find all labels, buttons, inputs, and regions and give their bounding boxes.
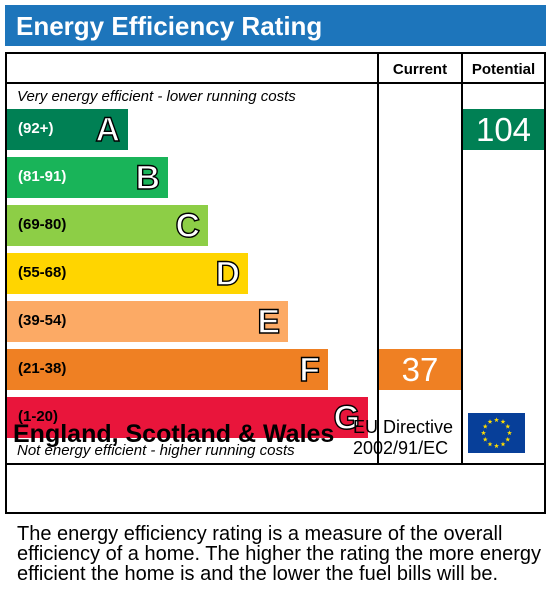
eu-star-icon — [494, 417, 499, 423]
directive-line-1: EU Directive — [353, 417, 454, 437]
eu-star-icon — [505, 423, 511, 429]
eu-star-icon — [482, 423, 488, 429]
region-label: England, Scotland & Wales — [13, 420, 335, 448]
eu-star-icon — [482, 436, 488, 442]
band-letter: E — [257, 302, 281, 341]
band-letter: G — [333, 398, 361, 437]
band-f: (21-38) F — [7, 349, 328, 390]
divider-current — [377, 54, 379, 463]
band-e: (39-54) E — [7, 301, 288, 342]
description-text: The energy efficiency rating is a measur… — [17, 523, 542, 585]
eu-star-icon — [500, 419, 506, 424]
band-c: (69-80) C — [7, 205, 208, 246]
page-title: Energy Efficiency Rating — [16, 11, 323, 41]
footer-divider — [7, 463, 544, 465]
eu-star-icon — [500, 441, 506, 447]
band-range: (81-91) — [18, 168, 67, 185]
band-g: (1-20) G — [7, 397, 368, 438]
bottom-note: Not energy efficient - higher running co… — [17, 442, 295, 459]
band-range: (69-80) — [18, 216, 67, 233]
band-a: (92+) A — [7, 109, 128, 150]
band-d: (55-68) D — [7, 253, 248, 294]
potential-rating: 104 — [463, 109, 544, 150]
title-bar: Energy Efficiency Rating — [5, 5, 546, 46]
eu-star-icon — [494, 443, 499, 449]
current-rating: 37 — [379, 349, 461, 390]
band-b: (81-91) B — [7, 157, 168, 198]
top-note: Very energy efficient - lower running co… — [17, 88, 296, 105]
band-letter: B — [135, 158, 161, 197]
rating-table: Current Potential Very energy efficient … — [5, 52, 546, 514]
band-range: (39-54) — [18, 312, 67, 329]
band-letter: A — [95, 110, 121, 149]
divider-potential — [461, 54, 463, 463]
eu-star-icon — [507, 430, 512, 436]
column-header-current: Current — [392, 61, 448, 78]
eu-star-icon — [487, 441, 493, 447]
eu-star-icon — [505, 436, 511, 442]
current-rating-value: 37 — [401, 351, 439, 388]
band-letter: D — [215, 254, 241, 293]
band-range: (92+) — [18, 120, 54, 137]
band-range: (1-20) — [18, 408, 59, 425]
band-range: (55-68) — [18, 264, 67, 281]
band-letter: C — [175, 206, 201, 245]
eu-flag-icon — [468, 413, 525, 453]
column-header-potential: Potential — [471, 61, 536, 78]
directive-line-2: 2002/91/EC — [353, 438, 449, 458]
band-letter: F — [299, 350, 321, 389]
eu-star-icon — [487, 419, 493, 424]
potential-rating-value: 104 — [475, 111, 532, 148]
band-range: (21-38) — [18, 360, 67, 377]
eu-star-icon — [481, 430, 486, 436]
header-divider — [7, 82, 544, 84]
